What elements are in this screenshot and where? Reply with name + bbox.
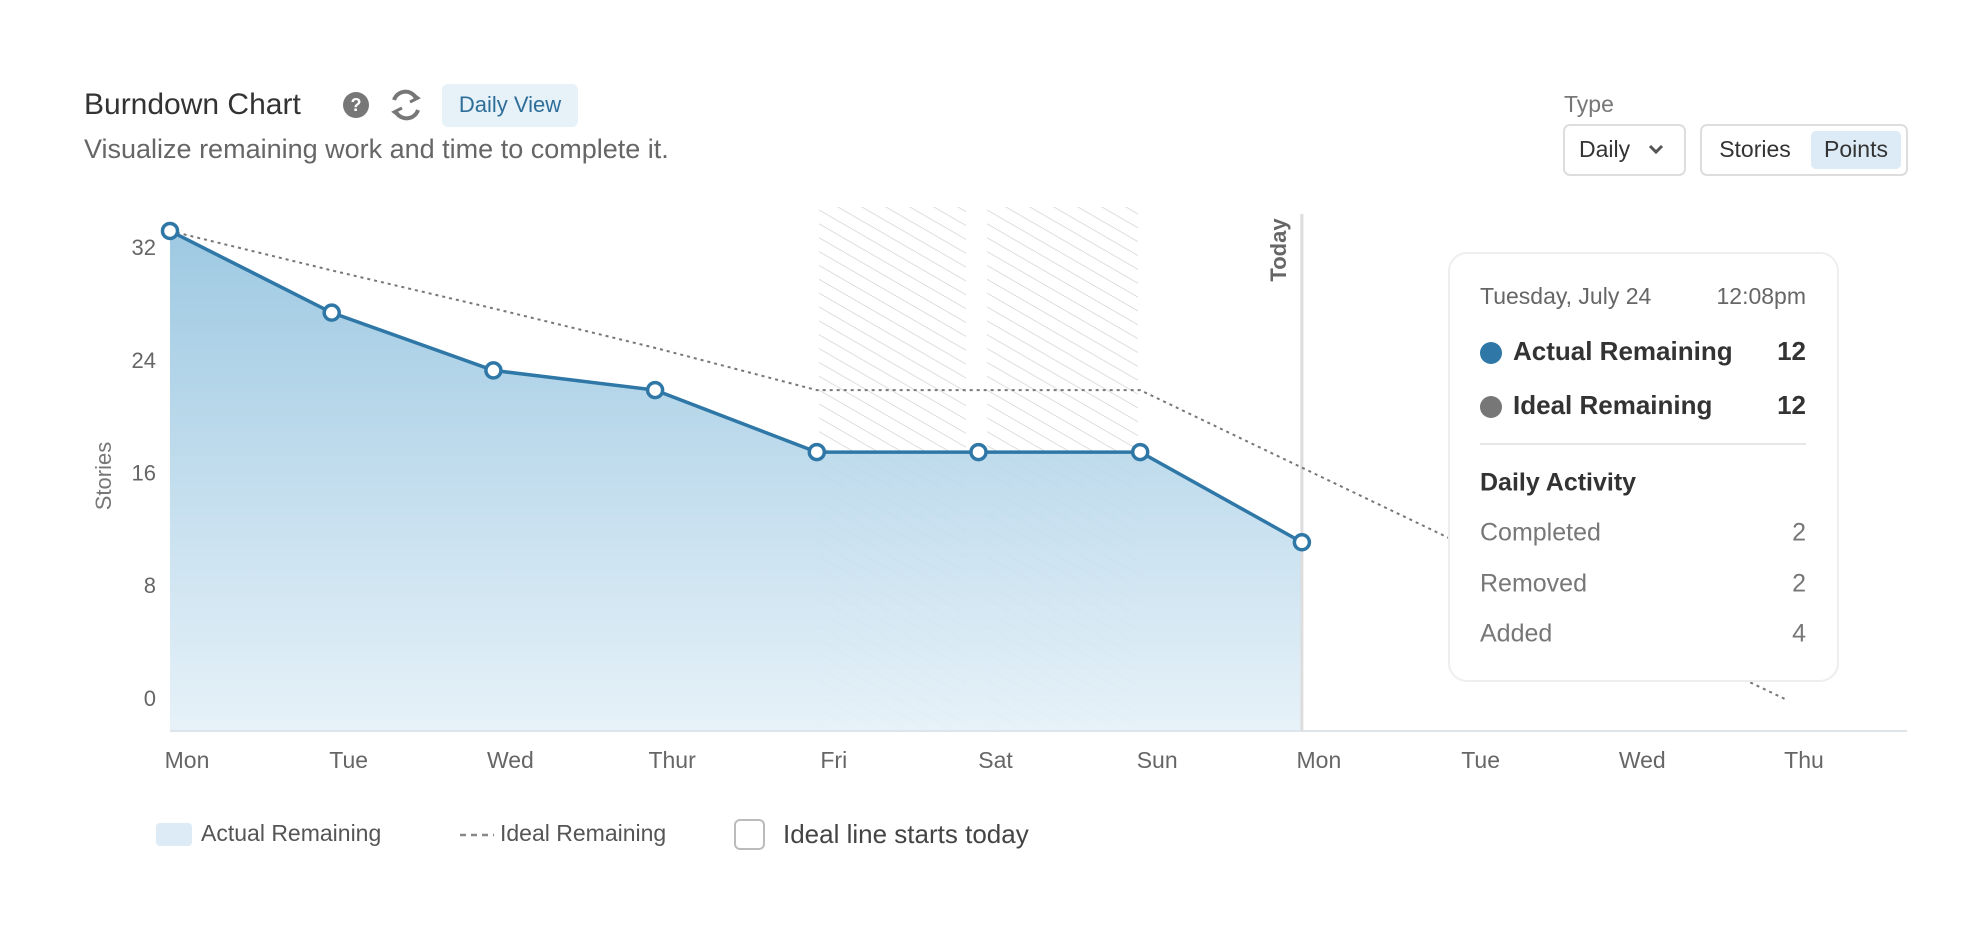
activity-label: Added — [1480, 620, 1552, 648]
y-axis-label: Stories — [91, 442, 116, 510]
badge: Daily View — [459, 92, 561, 117]
badge-bg — [442, 84, 578, 127]
dropdown-value: Daily — [1579, 136, 1631, 162]
x-tick-label: Fri — [820, 747, 847, 773]
type-label: Type — [1564, 91, 1614, 117]
legend-swatch — [156, 823, 192, 846]
x-tick-label: Tue — [1461, 747, 1500, 773]
x-tick-label: Thu — [1784, 747, 1824, 773]
refresh-icon[interactable] — [391, 89, 421, 121]
activity-value: 2 — [1792, 519, 1806, 547]
point — [1292, 532, 1312, 552]
point — [1130, 442, 1150, 462]
point — [484, 361, 503, 380]
legend-label: Actual Remaining — [201, 820, 381, 846]
subtitle: Visualize remaining work and time to com… — [84, 134, 669, 164]
y-tick-label: 16 — [132, 460, 156, 485]
area — [170, 230, 1302, 732]
x-tick-label: Tue — [329, 747, 368, 773]
tooltip-dot — [1480, 396, 1502, 418]
activity-value: 4 — [1792, 620, 1806, 648]
tooltip-row-label: Ideal Remaining — [1513, 390, 1712, 420]
x-tick-label: Wed — [487, 747, 534, 773]
point — [322, 303, 341, 322]
x-tick-label: Wed — [1619, 747, 1666, 773]
point — [969, 442, 988, 462]
svg-text:?: ? — [351, 95, 362, 115]
today-label: Today — [1266, 218, 1291, 282]
x-tick-label: Mon — [1297, 747, 1342, 773]
tooltip-row-value: 12 — [1777, 336, 1806, 366]
point — [160, 221, 180, 241]
x-tick-label: Thur — [648, 747, 696, 773]
chevron — [1648, 144, 1664, 155]
y-tick-label: 0 — [144, 686, 156, 711]
tooltip-date: Tuesday, July 24 — [1480, 283, 1652, 309]
tooltip-section: Daily Activity — [1480, 469, 1636, 497]
toggle-option[interactable]: Stories — [1719, 136, 1791, 162]
legend-label: Ideal Remaining — [500, 820, 666, 846]
x-tick-label: Sat — [978, 747, 1013, 773]
tooltip-row-value: 12 — [1777, 390, 1806, 420]
title: Burndown Chart — [84, 88, 301, 121]
activity-value: 2 — [1792, 570, 1806, 598]
tooltip-dot — [1480, 342, 1502, 364]
activity-label: Removed — [1480, 570, 1587, 598]
toggle-active — [1811, 131, 1901, 169]
point — [645, 380, 665, 400]
point — [807, 442, 827, 462]
dropdown[interactable] — [1563, 124, 1686, 176]
y-tick-label: 24 — [132, 348, 156, 373]
y-tick-label: 8 — [144, 573, 156, 598]
x-tick-label: Mon — [165, 747, 210, 773]
activity-label: Completed — [1480, 519, 1601, 547]
actual-line — [169, 229, 1303, 544]
checkbox-label: Ideal line starts today — [783, 819, 1029, 849]
y-tick-label: 32 — [132, 235, 156, 260]
tooltip-time: 12:08pm — [1716, 283, 1806, 309]
tooltip-row-label: Actual Remaining — [1513, 336, 1733, 366]
tooltip: Tuesday, July 24 12:08pm Actual Remainin… — [1448, 252, 1839, 682]
toggle-option[interactable]: Points — [1824, 136, 1888, 162]
x-tick-label: Sun — [1137, 747, 1178, 773]
checkbox[interactable] — [734, 819, 765, 850]
help-icon[interactable]: ? — [343, 92, 369, 118]
